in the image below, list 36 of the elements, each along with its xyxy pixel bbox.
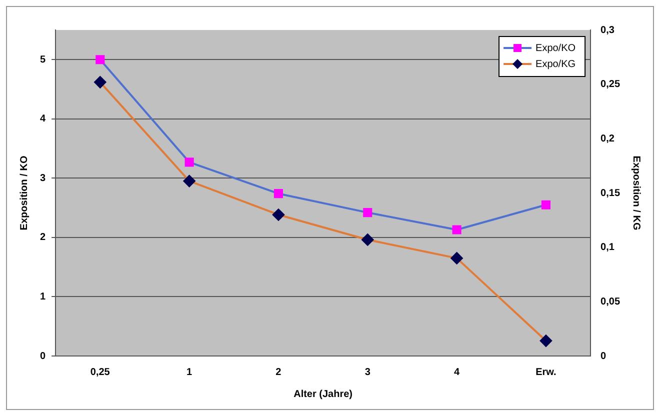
y-tick-label: 2 <box>40 232 46 244</box>
legend-label: Expo/KG <box>536 58 576 70</box>
y2-tick-label: 0,15 <box>600 188 620 199</box>
y2-tick-label: 0,3 <box>600 24 615 36</box>
x-tick-label: 4 <box>454 366 460 378</box>
y-tick-label: 3 <box>40 172 46 184</box>
point <box>541 200 550 210</box>
y2-tick-label: 0,2 <box>600 133 615 144</box>
x-tick-label: 2 <box>276 366 282 378</box>
point <box>452 225 462 234</box>
y-tick-label: 0 <box>40 350 46 362</box>
y2-tick-label: 0,05 <box>600 296 620 308</box>
point <box>362 234 374 246</box>
point <box>540 334 552 347</box>
y2-tick-label: 0 <box>600 350 607 362</box>
x-tick-label: 0,25 <box>90 366 110 378</box>
x-tick-label: 1 <box>186 366 193 378</box>
x-tick-label: 3 <box>364 366 371 378</box>
x-tick-label: Erw. <box>536 366 557 378</box>
point <box>450 252 463 264</box>
y-tick-label: 5 <box>40 54 46 66</box>
point <box>183 175 196 188</box>
y2-tick-label: 0,25 <box>600 79 620 90</box>
point <box>274 189 284 198</box>
y2-axis-title: Exposition / KG <box>630 156 642 230</box>
point <box>94 76 106 88</box>
legend-label: Expo/KO <box>536 42 576 54</box>
y-axis-title: Exposition / KO <box>18 156 30 230</box>
point <box>272 208 284 221</box>
x-axis-title: Alter (Jahre) <box>294 388 352 400</box>
point <box>184 158 194 167</box>
y-tick-label: 1 <box>40 291 46 302</box>
point <box>96 55 105 64</box>
y2-tick-label: 0,1 <box>600 242 615 254</box>
y-tick-label: 4 <box>40 114 46 125</box>
point <box>363 208 372 218</box>
